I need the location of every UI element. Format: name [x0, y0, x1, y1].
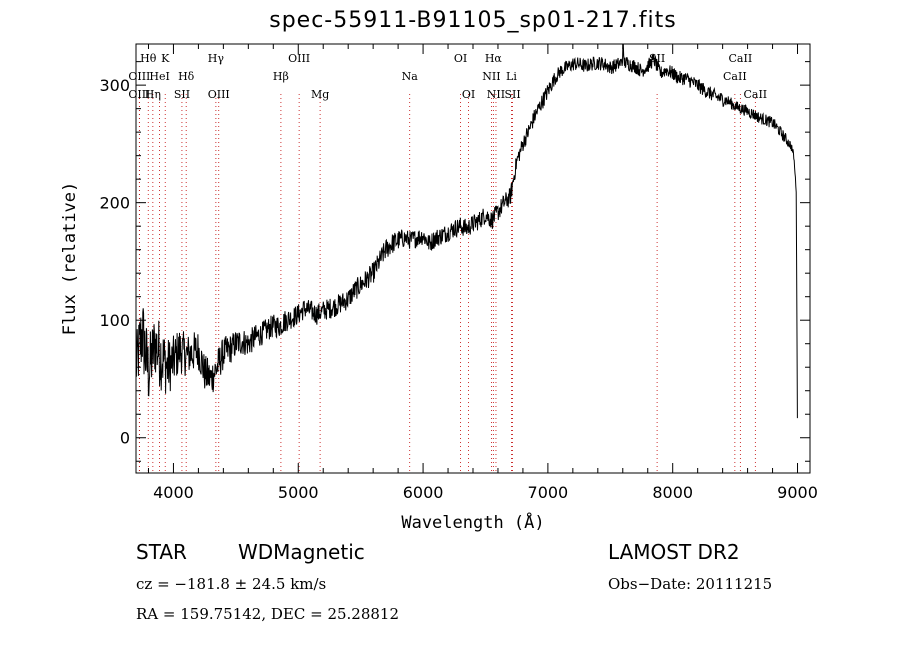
spectral-line-label: OIII — [128, 88, 150, 101]
x-tick-label: 8000 — [652, 483, 693, 502]
spectral-line-label: K — [161, 52, 170, 65]
spectral-line-label: CaII — [729, 52, 753, 65]
y-tick-label: 100 — [99, 311, 130, 330]
spectral-line-label: Li — [506, 70, 517, 83]
spectral-line-label: Hθ — [140, 52, 157, 65]
y-axis-label: Flux (relative) — [60, 182, 80, 336]
y-tick-label: 0 — [120, 429, 130, 448]
survey-name: LAMOST DR2 — [608, 540, 740, 564]
spectral-line-label: Hα — [485, 52, 503, 65]
x-tick-label: 9000 — [777, 483, 818, 502]
plot-frame — [135, 43, 811, 474]
spectral-line-label: Na — [402, 70, 419, 83]
spectral-line-label: Hδ — [178, 70, 195, 83]
x-tick-label: 7000 — [528, 483, 569, 502]
spectral-line-label: OIII — [208, 88, 230, 101]
sky-coordinates: RA = 159.75142, DEC = 25.28812 — [136, 605, 400, 623]
x-tick-label: 6000 — [403, 483, 444, 502]
spectral-line-label: CaII — [743, 88, 767, 101]
spectral-line-label: OIII — [128, 70, 150, 83]
chart-title: spec-55911-B91105_sp01-217.fits — [269, 8, 677, 33]
spectral-line-label: CaII — [723, 70, 747, 83]
spectral-line-label: OI — [454, 52, 467, 65]
x-axis-label: Wavelength (Å) — [401, 511, 544, 533]
x-tick-label: 5000 — [278, 483, 319, 502]
y-tick-label: 200 — [99, 194, 130, 213]
spectral-line-label: SII — [649, 52, 665, 65]
spectral-line-label: Hβ — [273, 70, 289, 83]
spectrum-line — [135, 43, 798, 419]
y-tick-label: 300 — [99, 76, 130, 95]
spectral-line-label: SII — [504, 88, 520, 101]
spectral-line-label: HeI — [149, 70, 169, 83]
spectral-line-label: NII — [487, 88, 505, 101]
spectral-line-label: NII — [482, 70, 500, 83]
spectral-line-label: Mg — [311, 88, 329, 101]
spectral-line-label: OIII — [288, 52, 310, 65]
spectral-line-label: Hγ — [208, 52, 225, 65]
spectral-line-label: SII — [174, 88, 190, 101]
spectral-line-label: Hη — [145, 88, 161, 101]
object-class: STAR — [136, 540, 187, 564]
spectral-line-label: OI — [462, 88, 475, 101]
observation-date: Obs−Date: 20111215 — [608, 575, 773, 593]
object-subclass: WDMagnetic — [238, 540, 365, 564]
x-tick-label: 4000 — [153, 483, 194, 502]
redshift-velocity: cz = −181.8 ± 24.5 km/s — [136, 575, 327, 593]
